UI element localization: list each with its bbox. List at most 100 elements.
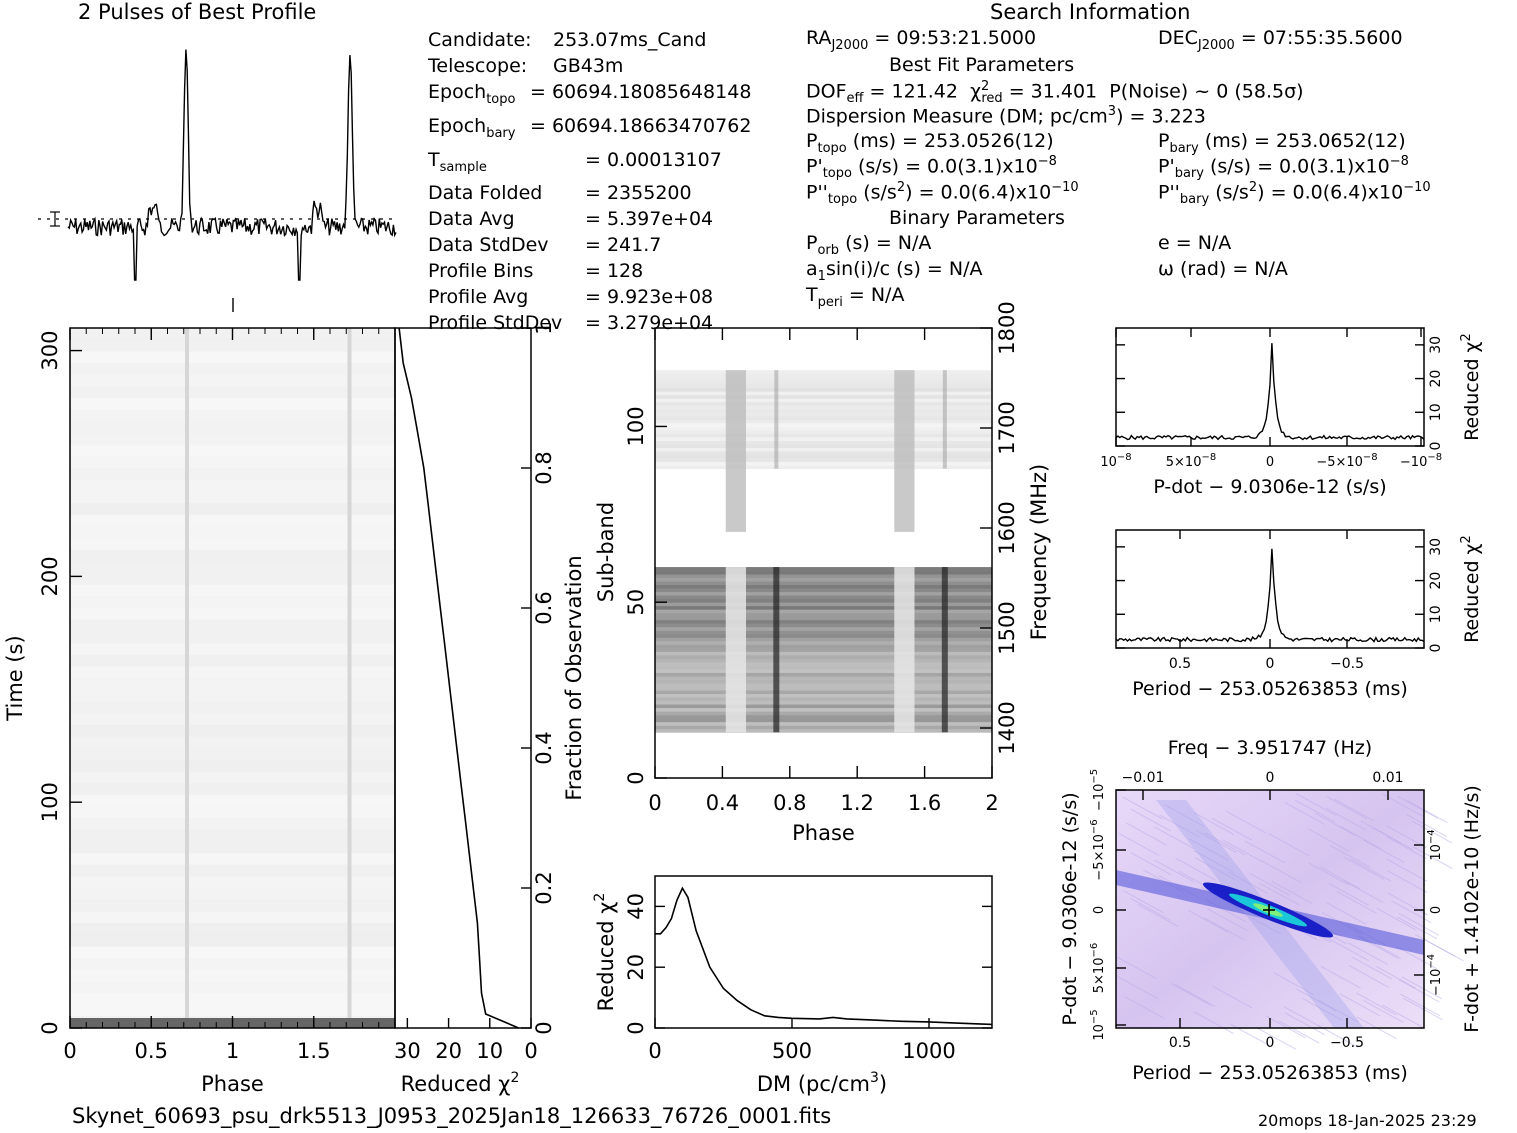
- p-pdot-streak: [1222, 839, 1264, 863]
- time-row: [70, 409, 395, 422]
- time-row: [70, 503, 395, 516]
- y2-tick-label: 10−4: [1426, 829, 1444, 860]
- info-data-stddev: Data StdDev = 241.7: [428, 234, 662, 257]
- p-pdot-streak: [1116, 956, 1157, 980]
- time-row: [70, 351, 395, 364]
- time-row: [70, 689, 395, 702]
- subband-row: [655, 711, 992, 716]
- y-tick-label: 50: [624, 589, 648, 616]
- time-row: [70, 491, 395, 504]
- subband-row: [655, 704, 992, 709]
- y-axis-label-text: Reduced χ: [594, 902, 618, 1012]
- subband-row: [655, 577, 992, 582]
- subband-row: [655, 683, 992, 687]
- x-tick-label: 0: [648, 791, 661, 815]
- p-pdot-streak: [1137, 903, 1178, 927]
- ptopo-line: Ptopo (ms) = 253.0526(12): [806, 130, 1054, 156]
- vertical-band: [725, 370, 746, 532]
- time-row: [70, 806, 395, 819]
- time-row: [70, 526, 395, 539]
- x2-tick-label: 0.01: [1372, 770, 1403, 786]
- x-tick-label: 20: [435, 1039, 462, 1063]
- y-tick-label: 10: [1428, 605, 1444, 623]
- footer-filename: Skynet_60693_psu_drk5513_J0953_2025Jan18…: [72, 1104, 832, 1128]
- x-tick-label: 0: [1266, 656, 1275, 672]
- y-axis-label-text: Reduced χ: [1461, 543, 1483, 642]
- p-pdot-streak: [1320, 965, 1361, 989]
- subband-row: [655, 377, 992, 382]
- p-pdot-streak: [1227, 871, 1269, 895]
- info-data-folded: Data Folded = 2355200: [428, 182, 692, 205]
- p-pdot-streak: [1398, 912, 1440, 936]
- p-pdot-streak: [1294, 799, 1336, 823]
- y2-tick-label-text: −10: [1429, 969, 1444, 996]
- p-pdot-streak: [1130, 808, 1172, 832]
- p-pdot-streak: [1204, 917, 1245, 941]
- info-profile-stddev: Profile StdDev = 3.279e+04: [428, 312, 714, 335]
- subband-row: [655, 454, 992, 459]
- dec-line: DECJ2000 = 07:55:35.5600: [1158, 27, 1403, 53]
- profile-line: [67, 49, 397, 281]
- x-tick-label: 0.4: [706, 791, 739, 815]
- time-row: [70, 654, 395, 667]
- subband-row: [655, 647, 992, 652]
- vertical-band: [725, 567, 746, 733]
- dm-chi2-plot: 0 500 1000 0 20 40 DM (pc/cm3) Reduced χ2: [592, 875, 993, 1096]
- p-pdot-streak: [1363, 839, 1405, 863]
- p-pdot-streak: [1295, 793, 1337, 816]
- y-tick-label: 0.2: [532, 871, 556, 904]
- p-pdot-streak: [1130, 852, 1172, 876]
- y2-tick-label-text: 0: [1429, 906, 1444, 914]
- x-tick-label-text: −5×10: [1316, 455, 1363, 470]
- info-profile-bins: Profile Bins = 128: [428, 260, 644, 283]
- dm-frame: [654, 875, 993, 1029]
- x-tick-label: 1.2: [840, 791, 873, 815]
- y-tick-label: 0.4: [532, 731, 556, 764]
- time-row: [70, 479, 395, 492]
- subband-row: [655, 676, 992, 680]
- time-row: [70, 829, 395, 842]
- x-axis-label-sup: 3: [870, 1070, 879, 1086]
- time-row: [70, 783, 395, 796]
- y-tick-label: 0: [624, 1021, 648, 1034]
- x-tick-label: 30: [394, 1039, 421, 1063]
- x-tick-label-text: 10: [1100, 455, 1117, 470]
- x-tick-label: 10−8: [1100, 452, 1131, 470]
- p-pdot-streak: [1339, 993, 1381, 1017]
- p-pdot-streak: [1326, 901, 1367, 925]
- x-tick-label: 0: [63, 1039, 76, 1063]
- y-tick-label-exp: −6: [1089, 943, 1100, 958]
- p-pdot-streak: [1174, 983, 1216, 1007]
- p-pdot-streak: [1350, 858, 1392, 882]
- subband-row: [655, 605, 992, 610]
- time-row: [70, 923, 395, 936]
- p-pdot-streak: [1414, 933, 1456, 957]
- time-row: [70, 456, 395, 469]
- subband-row: [655, 394, 992, 399]
- y-tick-label: 20: [1428, 370, 1444, 388]
- pbary-line: Pbary (ms) = 253.0652(12): [1158, 130, 1406, 156]
- p-pdot-streak: [1401, 976, 1443, 1000]
- subband-row: [655, 384, 992, 389]
- p-pdot-streak: [1159, 814, 1200, 838]
- porb-line: Porb (s) = N/A: [806, 232, 932, 258]
- time-row: [70, 876, 395, 889]
- p-pdot-streak: [1153, 859, 1195, 883]
- subband-row: [655, 707, 992, 712]
- p-pdot-streak: [1193, 850, 1235, 873]
- p-pdot-streak: [1225, 810, 1267, 834]
- y-tick-label: 5×10−6: [1089, 943, 1107, 993]
- p-pdot-streak: [1126, 822, 1167, 846]
- y-axis-label: P-dot − 9.0306e-12 (s/s): [1059, 792, 1081, 1025]
- subband-row: [655, 612, 992, 617]
- time-chi2-line: [398, 327, 519, 1029]
- y2-axis-label: F-dot + 1.4102e-10 (Hz/s): [1461, 785, 1483, 1033]
- p-pdot-streak: [1399, 993, 1441, 1017]
- subband-row: [655, 626, 992, 631]
- p-pdot-streak: [1376, 907, 1417, 931]
- x-tick-label: −5×10−8: [1316, 452, 1377, 470]
- p-pdot-streak: [1328, 882, 1369, 906]
- time-row: [70, 631, 395, 644]
- subband-row: [655, 387, 992, 392]
